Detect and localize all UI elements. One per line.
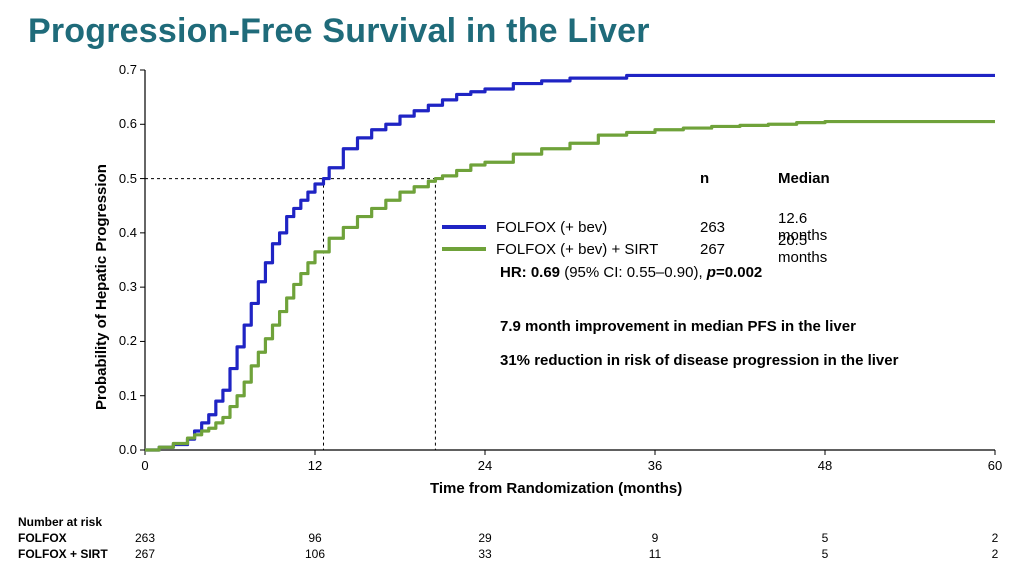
risk-cell: 96 (295, 531, 335, 545)
x-tick-label: 60 (975, 458, 1015, 473)
legend-n-sirt: 267 (700, 241, 725, 258)
y-tick-label: 0.4 (107, 225, 137, 240)
legend-label-sirt: FOLFOX (+ bev) + SIRT (496, 241, 658, 258)
risk-cell: 29 (465, 531, 505, 545)
x-tick-label: 24 (465, 458, 505, 473)
legend: nMedianFOLFOX (+ bev)26312.6 monthsFOLFO… (442, 192, 696, 260)
risk-cell: 263 (125, 531, 165, 545)
legend-n-folfox: 263 (700, 219, 725, 236)
risk-cell: 106 (295, 547, 335, 561)
legend-header-median: Median (778, 170, 830, 187)
y-tick-label: 0.6 (107, 116, 137, 131)
y-tick-label: 0.2 (107, 333, 137, 348)
x-tick-label: 36 (635, 458, 675, 473)
legend-swatch-folfox (442, 225, 486, 229)
risk-cell: 33 (465, 547, 505, 561)
legend-row-sirt: FOLFOX (+ bev) + SIRT26720.5 months (442, 238, 696, 260)
legend-swatch-sirt (442, 247, 486, 251)
legend-median-sirt: 20.5 months (778, 232, 827, 266)
risk-cell: 11 (635, 547, 675, 561)
x-tick-label: 0 (125, 458, 165, 473)
risk-row-label: FOLFOX + SIRT (18, 547, 108, 561)
legend-header-n: n (700, 170, 709, 187)
y-tick-label: 0.1 (107, 388, 137, 403)
risk-cell: 2 (975, 547, 1015, 561)
x-tick-label: 12 (295, 458, 335, 473)
summary-line-1: 7.9 month improvement in median PFS in t… (500, 318, 856, 335)
risk-cell: 267 (125, 547, 165, 561)
legend-label-folfox: FOLFOX (+ bev) (496, 219, 607, 236)
hazard-ratio-text: HR: 0.69 (95% CI: 0.55–0.90), p=0.002 (500, 264, 762, 281)
risk-cell: 9 (635, 531, 675, 545)
risk-row-label: FOLFOX (18, 531, 67, 545)
risk-cell: 5 (805, 531, 845, 545)
y-tick-label: 0.5 (107, 171, 137, 186)
legend-row-folfox: FOLFOX (+ bev)26312.6 months (442, 216, 696, 238)
risk-cell: 2 (975, 531, 1015, 545)
y-tick-label: 0.0 (107, 442, 137, 457)
x-axis-label: Time from Randomization (months) (430, 480, 682, 497)
y-tick-label: 0.3 (107, 279, 137, 294)
series-sirt (145, 122, 995, 450)
risk-table-header: Number at risk (18, 515, 102, 529)
summary-line-2: 31% reduction in risk of disease progres… (500, 352, 898, 369)
x-tick-label: 48 (805, 458, 845, 473)
risk-cell: 5 (805, 547, 845, 561)
y-tick-label: 0.7 (107, 62, 137, 77)
series-folfox (145, 75, 995, 450)
